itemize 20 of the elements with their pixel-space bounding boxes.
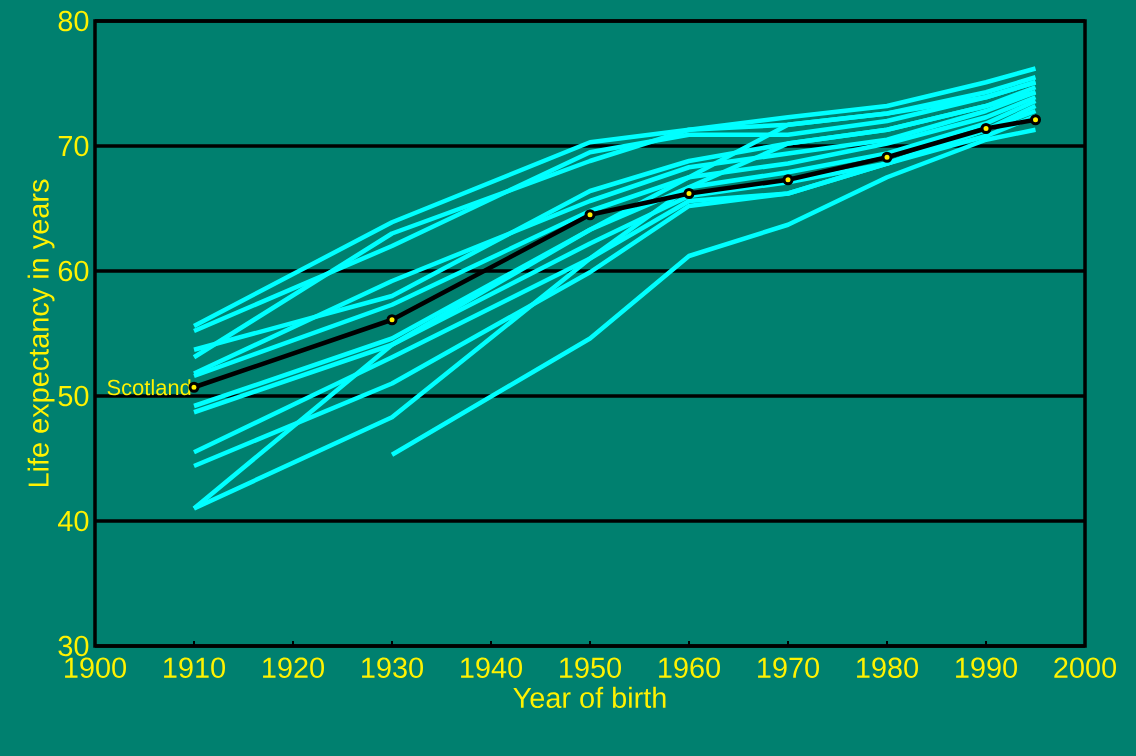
x-tick-label: 2000 [1054, 657, 1116, 678]
x-tick-label: 1920 [263, 657, 324, 678]
y-tick-label: 30 [58, 635, 89, 657]
x-tick-label: 1970 [758, 657, 819, 678]
x-tick-label: 1990 [956, 657, 1017, 678]
y-axis-title: Life expectancy in years [27, 179, 55, 487]
x-tick-label: 1980 [857, 657, 918, 678]
y-tick-label: 50 [58, 385, 89, 407]
x-tick-label: 1950 [560, 657, 621, 678]
x-tick-label: 1940 [461, 657, 522, 678]
y-tick-label: 40 [58, 510, 89, 532]
y-tick-label: 60 [58, 260, 89, 282]
y-tick-label: 70 [58, 135, 89, 157]
x-tick-label: 1960 [659, 657, 720, 678]
y-tick-label: 80 [58, 10, 89, 32]
x-tick-label: 1930 [362, 657, 423, 678]
series-label: Scotland [107, 379, 191, 396]
x-axis-title: Year of birth [513, 686, 666, 709]
x-tick-label: 1910 [164, 657, 225, 678]
x-tick-label: 1900 [65, 657, 126, 678]
